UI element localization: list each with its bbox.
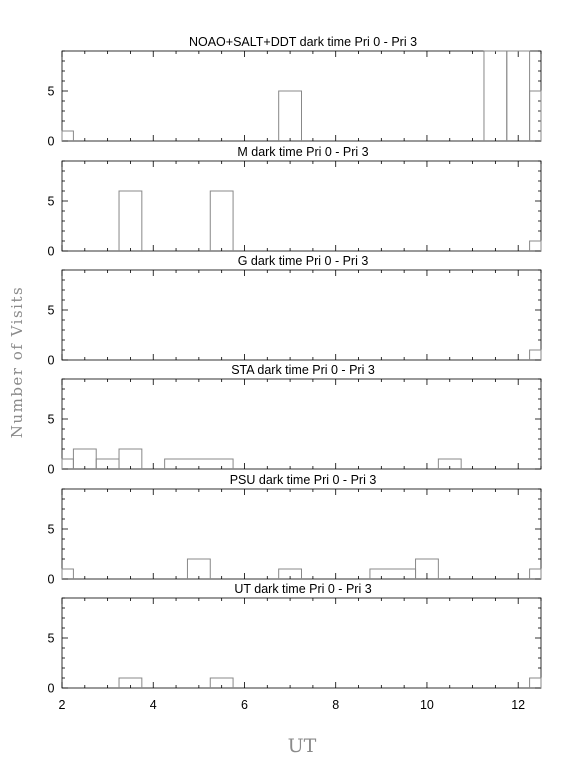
histogram-bar (529, 568, 542, 579)
y-tick-label: 5 (48, 632, 55, 646)
panel-title: G dark time Pri 0 - Pri 3 (238, 254, 369, 268)
y-tick-label: 0 (48, 573, 55, 587)
panel-title: PSU dark time Pri 0 - Pri 3 (230, 473, 377, 487)
x-tick-label: 10 (420, 698, 434, 712)
histogram-bar (164, 458, 234, 469)
histogram-bar (506, 50, 531, 141)
y-tick-label: 0 (48, 135, 55, 149)
y-tick-label: 5 (48, 304, 55, 318)
x-tick-label: 12 (511, 698, 525, 712)
x-axis-label: UT (288, 735, 317, 757)
panels-group: NOAO+SALT+DDT dark time Pri 0 - Pri 305M… (48, 35, 542, 712)
plot-frame (61, 597, 542, 689)
y-tick-label: 5 (48, 523, 55, 537)
histogram-bar (118, 677, 143, 688)
panel-4: STA dark time Pri 0 - Pri 3 0 5 (48, 363, 542, 477)
x-tick-label: 6 (241, 698, 248, 712)
histogram-bar (437, 458, 462, 469)
histogram-bar (278, 90, 302, 141)
panel-6: UT dark time Pri 0 - Pri 3 0 5 2 4 6 8 10 12 (48, 582, 542, 712)
histogram-bar (118, 190, 143, 251)
y-tick-label: 0 (48, 682, 55, 696)
histogram-bar (209, 190, 234, 251)
panel-title: M dark time Pri 0 - Pri 3 (237, 145, 368, 159)
histogram-bar (415, 558, 439, 579)
x-tick-label: 4 (150, 698, 157, 712)
y-tick-label: 5 (48, 195, 55, 209)
panel-1: NOAO+SALT+DDT dark time Pri 0 - Pri 3 0 5 (48, 35, 542, 149)
y-axis-label: Number of Visits (8, 286, 26, 438)
panel-title: UT dark time Pri 0 - Pri 3 (234, 582, 371, 596)
histogram-bar (529, 677, 542, 688)
histogram-bar (186, 558, 211, 579)
plot-frame (61, 160, 542, 252)
histogram-bar (61, 130, 74, 141)
histogram-bar (278, 568, 302, 579)
y-tick-label: 5 (48, 85, 55, 99)
y-tick-label: 0 (48, 245, 55, 259)
panel-2: M dark time Pri 0 - Pri 3 0 5 (48, 145, 542, 259)
panel-5: PSU dark time Pri 0 - Pri 3 0 5 (48, 473, 542, 587)
histogram-bar (529, 90, 542, 141)
histogram-bar (118, 448, 143, 469)
plot-frame (61, 378, 542, 470)
histogram-bar (209, 677, 234, 688)
x-tick-label: 8 (332, 698, 339, 712)
histogram-bar (61, 458, 74, 469)
histogram-bar (369, 568, 417, 579)
plot-frame (61, 269, 542, 361)
x-tick-label: 2 (59, 698, 66, 712)
histogram-bar (483, 50, 508, 141)
y-tick-label: 5 (48, 413, 55, 427)
plot-frame (61, 488, 542, 580)
panel-title: STA dark time Pri 0 - Pri 3 (231, 363, 375, 377)
panel-title: NOAO+SALT+DDT dark time Pri 0 - Pri 3 (189, 35, 417, 49)
histogram-bar (529, 240, 542, 251)
histogram-bar (529, 349, 542, 360)
y-tick-label: 0 (48, 463, 55, 477)
panel-3: G dark time Pri 0 - Pri 3 0 5 (48, 254, 542, 368)
histogram-bar (61, 568, 74, 579)
y-tick-label: 0 (48, 354, 55, 368)
